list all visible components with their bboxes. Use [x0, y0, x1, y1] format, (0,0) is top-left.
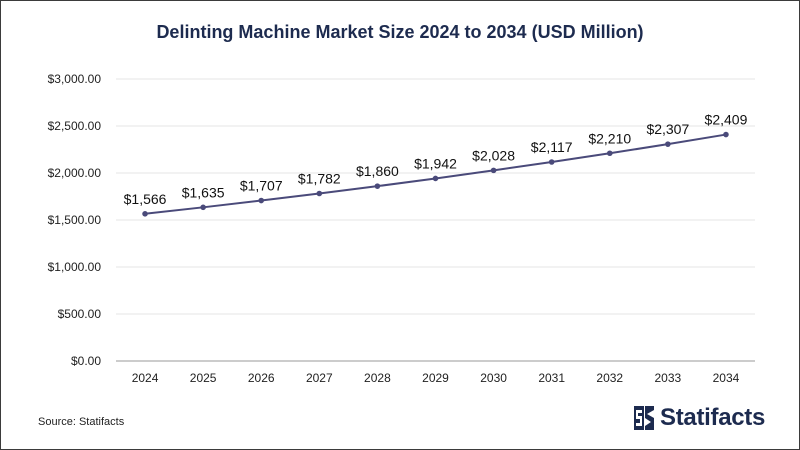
x-tick-label: 2030 [480, 371, 507, 385]
data-label: $2,307 [646, 121, 689, 137]
y-tick-label: $1,500.00 [48, 213, 102, 227]
data-point [548, 159, 555, 165]
data-label: $1,782 [298, 170, 341, 186]
series-points [142, 131, 729, 217]
y-tick-label: $1,000.00 [48, 260, 102, 274]
data-point [432, 175, 439, 182]
data-point [490, 167, 497, 174]
chart-title: Delinting Machine Market Size 2024 to 20… [156, 22, 644, 42]
y-tick-label: $3,000.00 [48, 72, 102, 86]
data-point [316, 190, 323, 197]
data-point [723, 131, 729, 138]
x-tick-label: 2031 [538, 371, 565, 385]
data-label: $1,566 [124, 191, 167, 207]
x-tick-label: 2033 [655, 371, 682, 385]
x-axis-ticks: 2024 2025 2026 2027 2028 2029 2030 2031 2032 2033… [132, 371, 740, 385]
source-note: Source: Statifacts [38, 416, 125, 428]
brand-name: Statifacts [660, 404, 766, 431]
brand-logo: Statifacts [633, 404, 765, 432]
y-tick-label: $500.00 [58, 307, 102, 321]
x-tick-label: 2028 [364, 371, 391, 385]
data-label: $2,028 [472, 147, 515, 163]
y-axis-ticks: $0.00 $500.00 $1,000.00 $1,500.00 $2,000.00 $… [48, 72, 102, 368]
data-label: $1,635 [182, 184, 225, 200]
data-point [374, 183, 381, 189]
x-tick-label: 2032 [596, 371, 623, 385]
statifacts-logo-icon [634, 406, 654, 430]
data-point [200, 204, 206, 211]
x-tick-label: 2029 [422, 371, 449, 385]
data-label: $1,942 [414, 155, 457, 171]
data-label: $1,707 [240, 178, 283, 194]
x-tick-label: 2027 [306, 371, 333, 385]
y-tick-label: $2,500.00 [48, 119, 102, 133]
data-label: $2,210 [588, 130, 631, 146]
series-line-path [144, 133, 727, 215]
y-tick-label: $0.00 [71, 354, 101, 368]
x-tick-label: 2025 [190, 371, 217, 385]
x-tick-label: 2034 [713, 371, 740, 385]
x-tick-label: 2026 [248, 371, 275, 385]
data-label: $2,409 [705, 112, 748, 128]
data-labels: $1,566 $1,635 $1,707 $1,782 $1,860 $1,942 $2,0… [124, 112, 748, 207]
data-point [142, 210, 148, 217]
data-point [606, 150, 613, 157]
series-line [144, 133, 727, 215]
x-tick-label: 2024 [132, 371, 159, 385]
gridlines [116, 78, 755, 362]
data-point [665, 141, 671, 147]
data-point [258, 197, 265, 204]
data-label: $2,117 [531, 139, 573, 155]
y-tick-label: $2,000.00 [48, 166, 102, 180]
data-label: $1,860 [356, 163, 399, 179]
